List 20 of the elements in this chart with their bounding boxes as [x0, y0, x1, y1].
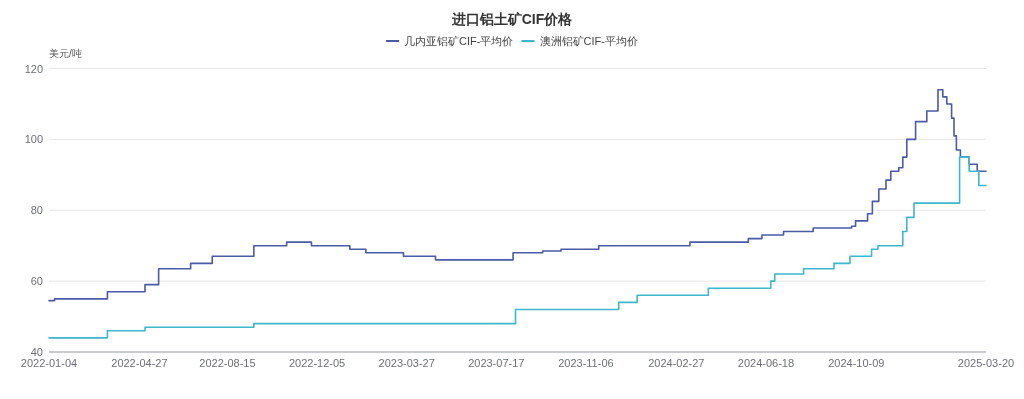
chart-title: 进口铝土矿CIF价格: [450, 11, 574, 27]
x-tick-label: 2023-03-27: [378, 357, 435, 369]
legend-label: 澳洲铝矿CIF-平均价: [539, 35, 638, 47]
x-tick-label: 2022-08-15: [199, 357, 256, 369]
x-tick-label: 2023-11-06: [558, 357, 614, 369]
legend-label: 几内亚铝矿CIF-平均价: [404, 35, 514, 47]
x-tick-label: 2024-02-27: [648, 357, 705, 369]
y-tick-label: 100: [24, 133, 43, 146]
x-tick-label: 2022-01-04: [20, 357, 78, 369]
y-tick-label: 40: [30, 346, 43, 358]
x-tick-label: 2023-07-17: [468, 357, 525, 369]
x-tick-label: 2024-10-09: [828, 357, 885, 369]
x-tick-label: 2025-03-20: [957, 357, 1015, 369]
y-tick-label: 60: [30, 275, 43, 288]
y-tick-label: 120: [24, 62, 43, 75]
y-tick-label: 80: [30, 204, 43, 217]
x-tick-label: 2024-06-18: [737, 357, 795, 369]
x-tick-label: 2022-04-27: [111, 357, 168, 369]
x-tick-label: 2022-12-05: [288, 357, 346, 369]
y-axis-title: 美元/吨: [49, 48, 82, 59]
